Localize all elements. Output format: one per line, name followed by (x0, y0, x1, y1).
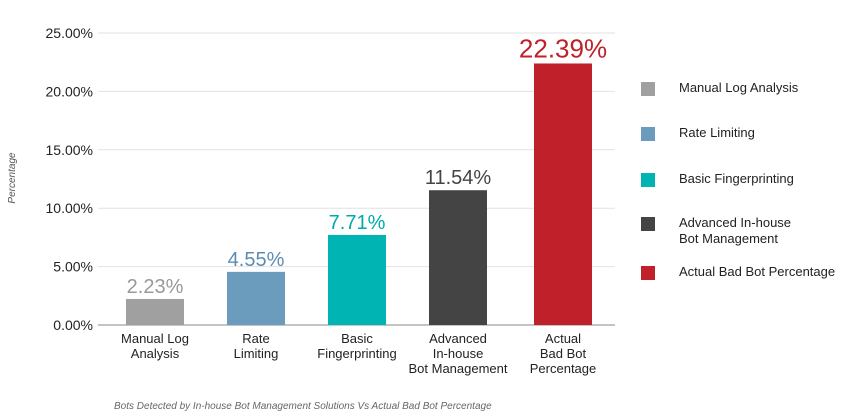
x-axis-labels: Manual Log Analysis Rate Limiting Basic Finge… (121, 331, 596, 376)
x-tick-label: Advanced In-house Bot Management (408, 331, 507, 376)
data-label: 2.23% (127, 276, 184, 298)
gridlines (98, 32, 615, 326)
x-tick-label: Actual Bad Bot Percentage (530, 331, 597, 376)
bar (534, 63, 592, 325)
y-tick-label: 20.00% (46, 83, 93, 99)
x-tick-label: Rate Limiting (234, 331, 279, 361)
legend-item: Manual Log Analysis (641, 80, 798, 96)
bar (429, 190, 487, 325)
x-tick-label: Basic Fingerprinting (317, 331, 397, 361)
data-label: 4.55% (228, 249, 285, 271)
data-label: 22.39% (519, 33, 607, 63)
bars (126, 63, 592, 325)
y-tick-label: 10.00% (46, 200, 93, 216)
legend-swatch (641, 82, 655, 96)
data-label: 7.71% (329, 212, 386, 234)
y-tick-label: 5.00% (53, 259, 93, 275)
y-tick-label: 25.00% (46, 25, 93, 41)
x-tick-label: Manual Log Analysis (121, 331, 189, 361)
legend-item: Basic Fingerprinting (641, 171, 794, 187)
y-axis-title: Percentage (7, 152, 18, 204)
bar (328, 234, 386, 325)
legend-label: Basic Fingerprinting (679, 171, 794, 186)
y-tick-label: 15.00% (46, 142, 93, 158)
legend-item: Advanced In-house Bot Management (641, 215, 791, 247)
legend-swatch (641, 127, 655, 141)
legend-label: Advanced In-house Bot Management (679, 215, 792, 246)
y-axis-ticks: 0.00% 5.00% 10.00% 15.00% 20.00% 25.00% (46, 25, 93, 333)
legend-item: Rate Limiting (641, 125, 755, 141)
data-labels: 2.23% 4.55% 7.71% 11.54% 22.39% (127, 33, 607, 297)
legend-swatch (641, 217, 655, 231)
legend-item: Actual Bad Bot Percentage (641, 264, 835, 280)
bar (126, 298, 184, 325)
bar (227, 271, 285, 325)
legend-swatch (641, 266, 655, 280)
legend-label: Manual Log Analysis (679, 80, 799, 95)
y-tick-label: 0.00% (53, 317, 93, 333)
legend-label: Actual Bad Bot Percentage (679, 264, 836, 279)
legend-label: Rate Limiting (679, 125, 755, 140)
data-label: 11.54% (425, 167, 492, 189)
legend-swatch (641, 173, 655, 187)
chart-caption: Bots Detected by In-house Bot Management… (114, 401, 492, 412)
